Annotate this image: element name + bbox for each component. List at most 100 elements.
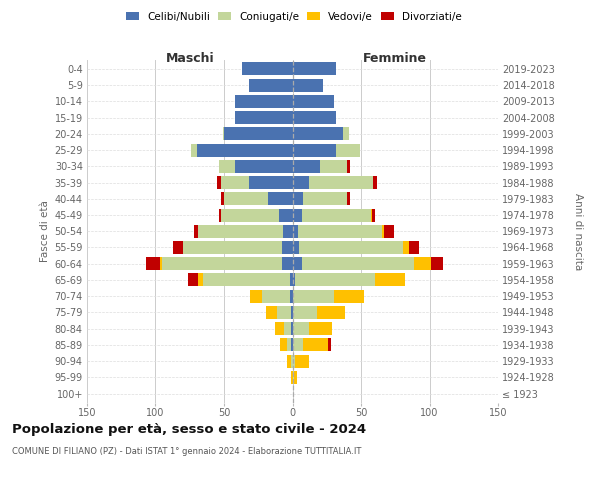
Bar — [198, 225, 283, 237]
Bar — [293, 176, 309, 189]
Bar — [235, 95, 293, 108]
Bar — [337, 144, 359, 156]
Bar — [375, 274, 405, 286]
Bar — [293, 111, 337, 124]
Bar — [293, 371, 294, 384]
Bar — [223, 128, 224, 140]
Bar — [293, 274, 295, 286]
Bar — [224, 192, 268, 205]
Bar — [343, 128, 349, 140]
Bar — [266, 306, 277, 319]
Bar — [275, 322, 284, 335]
Bar — [277, 306, 291, 319]
Bar — [299, 241, 403, 254]
Bar — [281, 257, 293, 270]
Bar — [328, 338, 331, 351]
Bar — [173, 241, 183, 254]
Bar — [291, 371, 293, 384]
Bar — [160, 257, 163, 270]
Bar — [146, 257, 160, 270]
Bar — [293, 208, 302, 222]
Bar — [309, 176, 373, 189]
Bar — [372, 208, 375, 222]
Bar — [415, 257, 431, 270]
Bar — [293, 354, 295, 368]
Bar — [224, 128, 293, 140]
Bar — [248, 78, 293, 92]
Bar — [291, 354, 293, 368]
Bar — [221, 192, 224, 205]
Text: COMUNE DI FILIANO (PZ) - Dati ISTAT 1° gennaio 2024 - Elaborazione TUTTITALIA.IT: COMUNE DI FILIANO (PZ) - Dati ISTAT 1° g… — [12, 448, 361, 456]
Bar — [218, 160, 235, 173]
Bar — [218, 208, 221, 222]
Bar — [293, 192, 304, 205]
Bar — [304, 192, 347, 205]
Bar — [293, 306, 317, 319]
Bar — [317, 306, 344, 319]
Bar — [302, 257, 415, 270]
Bar — [304, 338, 328, 351]
Bar — [294, 371, 296, 384]
Bar — [248, 176, 293, 189]
Bar — [293, 322, 309, 335]
Bar — [163, 257, 281, 270]
Bar — [291, 322, 293, 335]
Bar — [295, 274, 375, 286]
Bar — [262, 290, 290, 302]
Bar — [183, 241, 281, 254]
Bar — [203, 274, 290, 286]
Bar — [371, 208, 372, 222]
Bar — [291, 306, 293, 319]
Bar — [250, 290, 262, 302]
Bar — [197, 144, 293, 156]
Y-axis label: Fasce di età: Fasce di età — [40, 200, 50, 262]
Bar — [384, 225, 394, 237]
Bar — [347, 160, 350, 173]
Bar — [293, 290, 334, 302]
Bar — [290, 274, 293, 286]
Bar — [235, 160, 293, 173]
Y-axis label: Anni di nascita: Anni di nascita — [573, 192, 583, 270]
Bar — [309, 322, 332, 335]
Bar — [194, 225, 198, 237]
Bar — [298, 225, 382, 237]
Legend: Celibi/Nubili, Coniugati/e, Vedovi/e, Divorziati/e: Celibi/Nubili, Coniugati/e, Vedovi/e, Di… — [122, 8, 466, 26]
Bar — [334, 290, 364, 302]
Bar — [382, 225, 384, 237]
Bar — [293, 78, 323, 92]
Bar — [293, 338, 304, 351]
Bar — [217, 176, 221, 189]
Bar — [279, 208, 293, 222]
Bar — [293, 257, 302, 270]
Text: Femmine: Femmine — [363, 52, 427, 65]
Bar — [373, 176, 377, 189]
Bar — [293, 95, 334, 108]
Bar — [293, 62, 337, 76]
Bar — [221, 176, 248, 189]
Bar — [287, 354, 291, 368]
Bar — [320, 160, 347, 173]
Bar — [198, 274, 203, 286]
Bar — [268, 192, 293, 205]
Bar — [290, 290, 293, 302]
Bar — [287, 338, 291, 351]
Bar — [302, 208, 371, 222]
Bar — [281, 241, 293, 254]
Bar — [409, 241, 419, 254]
Bar — [293, 144, 337, 156]
Bar — [293, 128, 343, 140]
Bar — [347, 192, 350, 205]
Bar — [403, 241, 409, 254]
Bar — [283, 225, 293, 237]
Bar — [221, 208, 279, 222]
Bar — [191, 144, 197, 156]
Bar — [431, 257, 443, 270]
Bar — [188, 274, 198, 286]
Bar — [295, 354, 309, 368]
Bar — [235, 111, 293, 124]
Bar — [280, 338, 287, 351]
Bar — [293, 241, 299, 254]
Bar — [293, 225, 298, 237]
Text: Popolazione per età, sesso e stato civile - 2024: Popolazione per età, sesso e stato civil… — [12, 422, 366, 436]
Bar — [284, 322, 291, 335]
